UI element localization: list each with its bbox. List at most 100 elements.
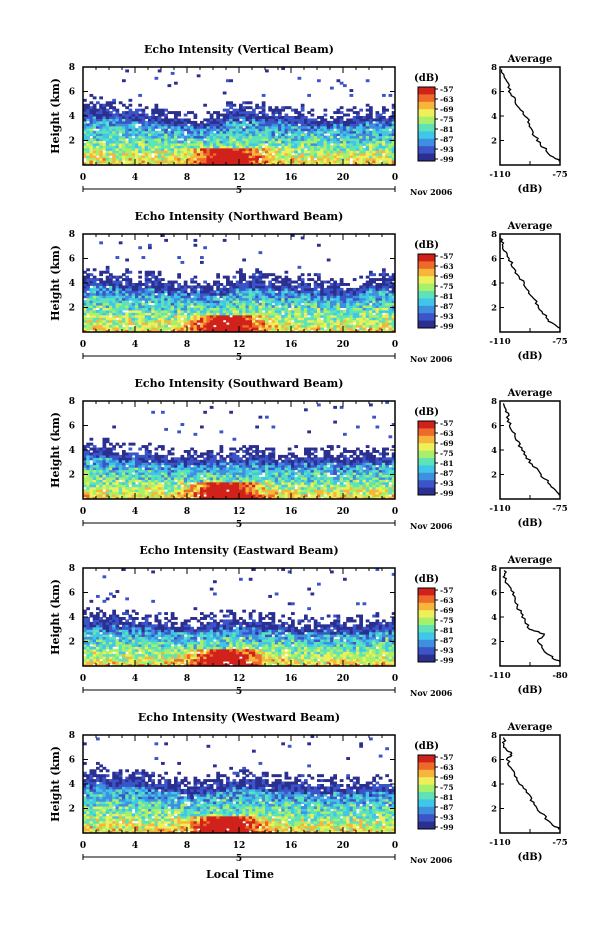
heatmap-cell	[291, 297, 295, 301]
heatmap-cell	[99, 147, 103, 151]
heatmap-cell	[151, 464, 155, 468]
heatmap-cell	[232, 133, 237, 137]
heatmap-cell	[349, 140, 354, 144]
heatmap-cell	[86, 302, 90, 306]
heatmap-cell	[235, 152, 240, 156]
heatmap-cell	[365, 302, 370, 306]
heatmap-cell	[125, 300, 129, 304]
heatmap-cell	[307, 302, 311, 306]
heatmap-cell	[213, 312, 217, 316]
x-tick-label: 20	[337, 173, 350, 183]
heatmap-cell	[131, 125, 136, 129]
heatmap-cell	[300, 147, 305, 151]
heatmap-cell	[232, 123, 237, 127]
heatmap-cell	[89, 447, 94, 451]
heatmap-cell	[278, 150, 282, 154]
heatmap-cell	[135, 312, 139, 316]
heatmap-cell	[86, 283, 90, 286]
heatmap-cell	[330, 86, 334, 90]
heatmap-cell	[109, 305, 113, 308]
heatmap-cell	[112, 130, 116, 134]
heatmap-cell	[105, 486, 110, 490]
heatmap-cell	[372, 162, 376, 166]
heatmap-cell	[245, 116, 250, 119]
heatmap-cell	[346, 329, 350, 333]
heatmap-cell	[102, 479, 107, 483]
heatmap-cell	[112, 108, 116, 112]
heatmap-cell	[297, 145, 302, 149]
heatmap-cell	[83, 317, 87, 321]
heatmap-cell	[222, 147, 227, 151]
heatmap-cell	[183, 486, 188, 490]
heatmap-cell	[320, 309, 324, 313]
heatmap-cell	[209, 150, 214, 154]
heatmap-cell	[391, 297, 396, 301]
heatmap-cell	[356, 130, 360, 134]
heatmap-cell	[174, 474, 178, 478]
heatmap-cell	[83, 454, 87, 458]
heatmap-cell	[369, 273, 373, 277]
heatmap-cell	[125, 140, 129, 144]
heatmap-cell	[317, 309, 321, 313]
heatmap-cell	[183, 295, 188, 299]
heatmap-cell	[109, 287, 113, 291]
heatmap-cell	[109, 116, 113, 119]
heatmap-cell	[245, 106, 250, 110]
heatmap-cell	[102, 454, 107, 458]
heatmap-cell	[180, 290, 185, 294]
heatmap-cell	[144, 474, 149, 478]
heatmap-cell	[157, 302, 162, 306]
heatmap-cell	[177, 327, 181, 331]
heatmap-cell	[304, 135, 308, 139]
heatmap-cell	[109, 450, 113, 453]
heatmap-cell	[352, 319, 357, 323]
heatmap-cell	[89, 155, 94, 159]
heatmap-cell	[161, 130, 165, 134]
heatmap-cell	[378, 290, 383, 294]
heatmap-cell	[131, 314, 136, 318]
heatmap-cell	[219, 147, 224, 151]
heatmap-cell	[255, 285, 259, 289]
heatmap-cell	[209, 307, 214, 311]
heatmap-cell	[118, 305, 123, 308]
heatmap-cell	[112, 425, 116, 429]
heatmap-cell	[245, 322, 250, 326]
heatmap-cell	[222, 150, 227, 154]
heatmap-cell	[209, 140, 214, 144]
heatmap-cell	[300, 295, 305, 299]
heatmap-cell	[144, 287, 149, 291]
heatmap-cell	[206, 162, 211, 166]
heatmap-cell	[317, 155, 321, 159]
heatmap-cell	[200, 128, 204, 132]
heatmap-cell	[304, 125, 308, 129]
heatmap-cell	[196, 290, 201, 294]
heatmap-cell	[382, 108, 386, 112]
heatmap-cell	[372, 273, 376, 277]
heatmap-cell	[219, 307, 224, 311]
heatmap-cell	[183, 283, 188, 286]
heatmap-cell	[248, 116, 253, 119]
heatmap-cell	[229, 155, 233, 159]
heatmap-cell	[349, 327, 354, 331]
heatmap-cell	[193, 125, 198, 129]
heatmap-cell	[336, 145, 341, 149]
heatmap-cell	[183, 462, 188, 466]
heatmap-cell	[157, 125, 162, 129]
heatmap-cell	[336, 285, 341, 289]
heatmap-cell	[112, 135, 116, 139]
heatmap-cell	[161, 120, 165, 124]
heatmap-cell	[258, 162, 263, 166]
heatmap-cell	[375, 138, 380, 141]
heatmap-cell	[209, 300, 214, 304]
heatmap-cell	[167, 152, 172, 156]
heatmap-cell	[151, 108, 155, 112]
heatmap-cell	[369, 319, 373, 323]
heatmap-cell	[213, 297, 217, 301]
heatmap-cell	[378, 319, 383, 323]
heatmap-cell	[235, 322, 240, 326]
heatmap-cell	[96, 287, 100, 291]
heatmap-cell	[118, 472, 123, 475]
heatmap-cell	[138, 476, 142, 480]
heatmap-cell	[388, 295, 393, 299]
heatmap-cell	[284, 295, 289, 299]
